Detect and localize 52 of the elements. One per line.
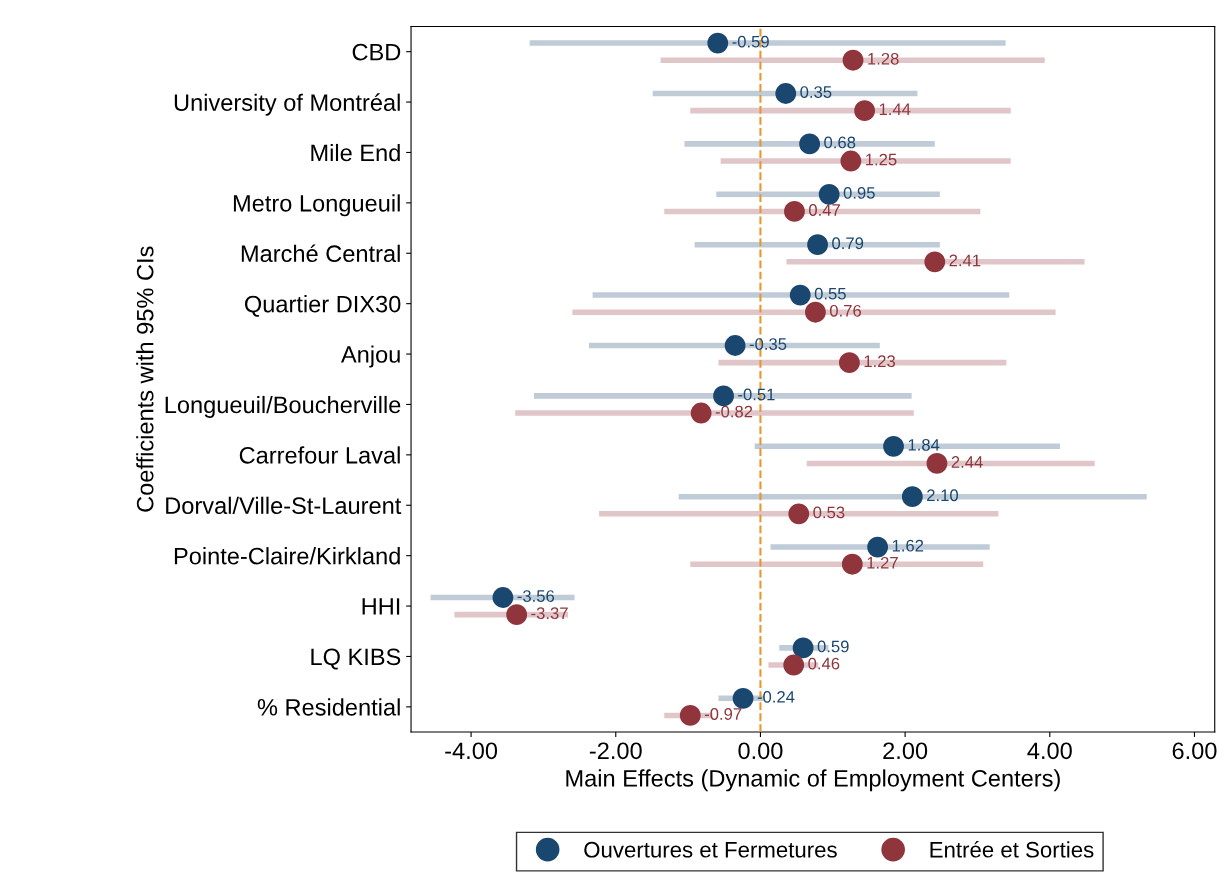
data-label: -0.24	[757, 690, 795, 703]
y-tick-label: HHI	[362, 598, 400, 615]
data-label: 2.41	[949, 254, 981, 267]
y-tick-label: Anjou	[340, 345, 400, 368]
data-label: 1.44	[879, 103, 911, 115]
x-axis-title: Main Effects (Dynamic of Employment Centers)	[566, 769, 1060, 792]
y-tick-label: Metro Longueuil	[233, 194, 400, 217]
data-label: 1.28	[868, 52, 899, 65]
data-label: -3.37	[531, 607, 568, 620]
legend-label: Entrée et Sorties	[930, 841, 1094, 858]
y-tick-label: LQ KIBS	[311, 648, 401, 670]
data-label: 0.76	[829, 304, 862, 317]
y-tick-label: Mile End	[311, 143, 400, 162]
y-tick-label: Pointe-Claire/Kirkland	[174, 547, 400, 565]
data-label: 1.23	[864, 355, 896, 368]
data-label: 0.47	[808, 204, 840, 216]
x-tick-label: 4.00	[1027, 742, 1072, 760]
y-tick-label: Longueuil/Boucherville	[165, 395, 401, 418]
data-label: 2.44	[951, 456, 983, 468]
data-label: 2.10	[927, 489, 959, 502]
data-label: 1.25	[866, 153, 897, 166]
y-tick-label: Marché Central	[241, 244, 400, 263]
data-label: 1.62	[892, 539, 924, 552]
data-label: 1.27	[867, 556, 898, 569]
data-label: -0.82	[715, 405, 753, 418]
x-tick-label: -4.00	[445, 742, 498, 760]
data-label: 0.46	[808, 657, 840, 670]
data-label: -0.97	[704, 708, 742, 720]
y-tick-label: Dorval/Ville-St-Laurent	[166, 496, 402, 515]
y-axis-title: Coefficients with 95% CIs	[136, 246, 154, 512]
data-label: 1.84	[908, 438, 940, 451]
y-tick-label: University of Montréal	[174, 93, 400, 116]
y-tick-label: Carrefour Laval	[239, 446, 400, 464]
data-label: 0.79	[832, 237, 864, 250]
y-tick-label: CBD	[352, 43, 401, 61]
data-label: 0.35	[800, 86, 832, 98]
data-label: -0.35	[749, 338, 787, 350]
x-tick-label: 6.00	[1172, 742, 1217, 760]
y-tick-label: % Residential	[257, 698, 400, 716]
y-tick-label: Quartier DIX30	[244, 295, 401, 317]
data-label: 0.53	[813, 506, 845, 519]
data-label: 0.68	[824, 136, 856, 149]
x-tick-label: 2.00	[883, 742, 928, 760]
data-label: 0.59	[817, 640, 849, 653]
data-label: 0.55	[814, 287, 846, 300]
x-tick-label: 0.00	[738, 742, 783, 760]
data-label: -0.59	[732, 35, 769, 48]
data-label: -0.51	[738, 388, 775, 401]
legend-label: Ouvertures et Fermetures	[584, 841, 837, 858]
x-tick-label: -2.00	[589, 742, 642, 760]
data-label: -3.56	[517, 590, 555, 602]
data-label: 0.95	[843, 186, 875, 199]
